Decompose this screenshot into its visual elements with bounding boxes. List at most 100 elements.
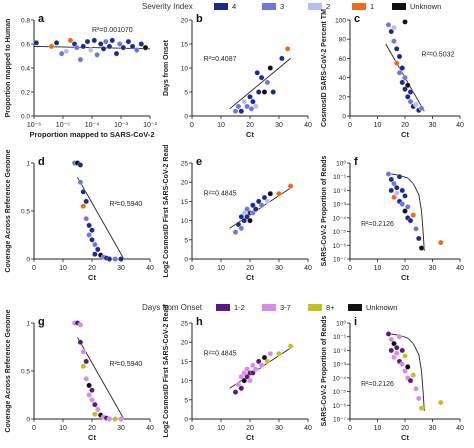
data-point — [120, 44, 127, 51]
data-point — [413, 226, 419, 232]
y-tick-label: 10⁻⁷ — [333, 257, 347, 264]
data-point — [83, 215, 89, 222]
legend-label: Unknown — [366, 303, 398, 312]
y-tick-label: 10⁰ — [336, 160, 346, 168]
data-point — [250, 98, 256, 105]
data-point — [402, 74, 408, 81]
y-tick-label: 10⁻⁶ — [333, 403, 347, 410]
x-tick-label: 10⁻⁶ — [27, 122, 41, 129]
y-tick-label: 20 — [181, 18, 189, 25]
severity-legend-item-3: 3 — [262, 2, 284, 11]
data-point — [255, 198, 262, 205]
data-point — [287, 343, 294, 349]
y-tick-label: 0 — [184, 257, 188, 264]
data-point — [437, 239, 444, 246]
data-point — [94, 52, 100, 58]
data-point — [264, 79, 271, 86]
data-point — [284, 46, 291, 52]
data-point — [402, 19, 408, 25]
legend-label: 1-2 — [234, 303, 245, 312]
x-tick-label: 10 — [374, 122, 382, 129]
panel-label: b — [196, 13, 203, 25]
data-point — [232, 108, 239, 114]
data-point — [253, 366, 259, 372]
panel-label: i — [354, 316, 357, 328]
data-point — [106, 416, 113, 422]
data-point — [89, 227, 95, 233]
y-tick-label: 0 — [184, 114, 188, 121]
days-legend: Days from Onset 1-2 3-7 8+ Unknown — [0, 301, 474, 315]
data-point — [80, 363, 87, 369]
data-point — [53, 40, 60, 46]
panel-i: 0 10 20 30 40 10⁻⁷ 10⁻⁶ 10⁻⁵ 10⁻⁴ 10⁻³ 10⁻² 10⁻¹ 10⁰… — [321, 315, 464, 442]
panel-label: a — [38, 13, 45, 25]
y-tick-label: 10⁰ — [336, 320, 346, 328]
data-point — [399, 201, 405, 207]
data-point — [134, 47, 140, 53]
data-point — [138, 41, 145, 47]
x-axis-label: Ct — [401, 433, 409, 442]
x-tick-label: 40 — [456, 265, 464, 272]
data-point — [235, 381, 242, 388]
data-point — [388, 28, 394, 35]
data-point — [247, 217, 253, 224]
data-point — [399, 347, 405, 354]
x-tick-label: 30 — [275, 265, 283, 272]
legend-label: 2 — [326, 2, 331, 11]
y-tick-label: 0.4 — [21, 66, 30, 73]
severity-legend-title: Severity Index — [142, 2, 193, 11]
panel-g: 0 10 20 30 40 0 0.5 1 Ct Coverage Across Referenc… — [5, 309, 154, 442]
y-tick-label: 5 — [184, 90, 188, 97]
y-axis-label: SARS-CoV-2 Proportion of Reads — [321, 155, 328, 266]
data-point — [91, 37, 98, 44]
x-tick-label: 20 — [401, 265, 409, 272]
data-point — [80, 43, 87, 50]
x-tick-label: 30 — [275, 425, 283, 432]
y-tick-label: 10⁻¹ — [333, 334, 347, 341]
data-point — [410, 372, 416, 378]
x-tick-label: 20 — [246, 122, 254, 129]
data-point — [77, 322, 84, 328]
data-point — [404, 82, 411, 89]
y-tick-label: 60 — [339, 56, 347, 63]
data-point — [33, 40, 40, 46]
data-point — [404, 204, 411, 210]
r-squared-annotation: R²=0.5940 — [109, 361, 142, 368]
data-point — [241, 377, 247, 384]
x-tick-label: 0 — [32, 265, 36, 272]
data-point — [241, 98, 247, 105]
data-point — [244, 214, 250, 220]
panel-label: h — [196, 316, 203, 328]
data-point — [410, 212, 416, 218]
x-tick-label: 20 — [401, 425, 409, 432]
data-point — [250, 370, 256, 376]
x-tick-label: 10⁻⁴ — [85, 122, 100, 129]
data-point — [112, 256, 118, 262]
panel-h: 0 10 20 30 40 0 5 10 15 20 25 Ct Log2 CosmosID First… — [163, 304, 312, 442]
data-point — [264, 198, 271, 205]
data-point — [267, 350, 274, 357]
y-tick-label: 5 — [184, 397, 188, 404]
legend-label: 1 — [370, 2, 375, 11]
y-tick-label: 25 — [181, 321, 189, 328]
data-point — [250, 210, 256, 216]
data-point — [267, 65, 274, 71]
legend-swatch — [352, 3, 366, 10]
severity-legend-item-unknown: Unknown — [392, 2, 441, 11]
data-point — [83, 375, 89, 382]
x-tick-label: 40 — [456, 425, 464, 432]
data-point — [232, 389, 239, 395]
data-point — [404, 364, 411, 370]
data-point — [80, 203, 87, 209]
x-tick-label: 30 — [429, 425, 437, 432]
data-point — [77, 339, 84, 345]
x-tick-label: 0 — [348, 265, 352, 272]
x-axis-label: Ct — [88, 433, 96, 442]
data-point — [385, 331, 392, 337]
panel-label: d — [38, 156, 45, 168]
y-tick-label: 10⁻² — [333, 348, 347, 355]
data-point — [391, 24, 397, 31]
data-point — [129, 43, 136, 50]
data-point — [254, 70, 260, 76]
